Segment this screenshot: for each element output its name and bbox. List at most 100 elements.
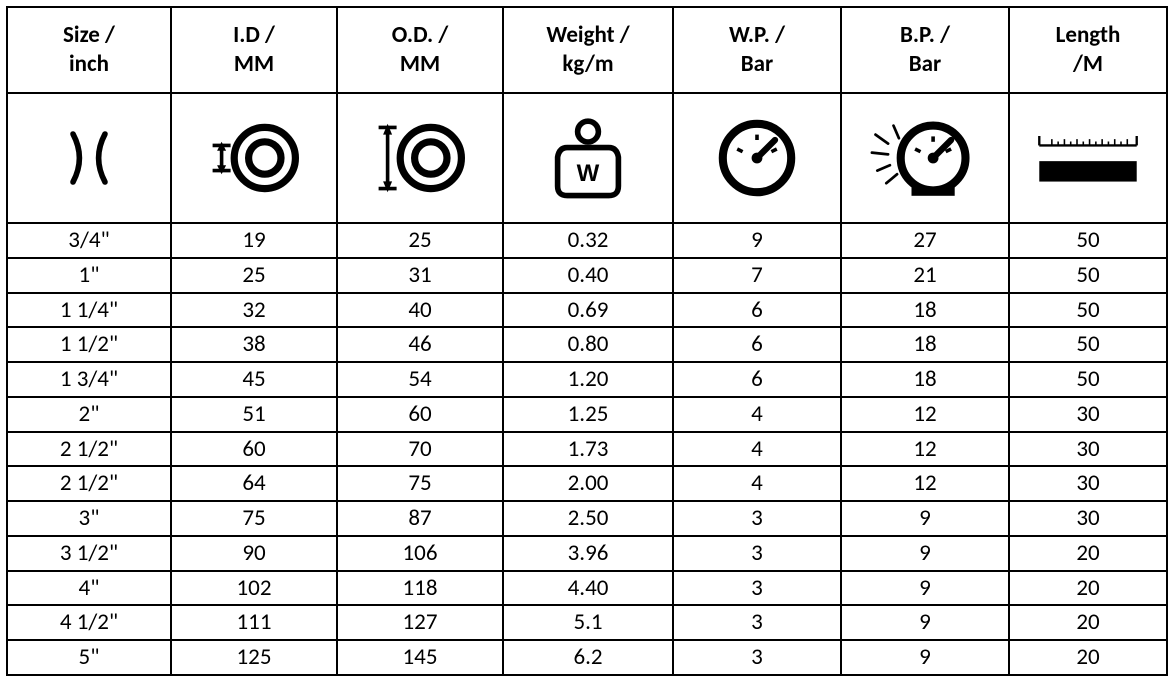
bp-icon: [841, 93, 1009, 223]
table-row: 3"75872.503930: [7, 501, 1167, 536]
table-cell: 19: [171, 223, 337, 258]
header-line1: B.P. /: [846, 21, 1004, 50]
table-cell: 18: [841, 327, 1009, 362]
table-cell: 3 1/2": [7, 536, 171, 571]
table-cell: 1.25: [503, 397, 673, 432]
table-cell: 118: [337, 571, 503, 606]
icon-row: W: [7, 93, 1167, 223]
table-cell: 3/4": [7, 223, 171, 258]
table-row: 1 1/4"32400.6961850: [7, 293, 1167, 328]
table-cell: 2 1/2": [7, 432, 171, 467]
table-cell: 51: [171, 397, 337, 432]
table-row: 3 1/2"901063.963920: [7, 536, 1167, 571]
header-row: Size /inchI.D /MMO.D. /MMWeight /kg/mW.P…: [7, 7, 1167, 93]
table-cell: 9: [841, 605, 1009, 640]
header-line2: kg/m: [508, 50, 668, 79]
table-cell: 4: [673, 466, 841, 501]
table-cell: 9: [841, 501, 1009, 536]
table-cell: 38: [171, 327, 337, 362]
table-cell: 20: [1009, 536, 1167, 571]
table-cell: 3: [673, 571, 841, 606]
table-row: 5"1251456.23920: [7, 640, 1167, 675]
table-cell: 1 1/2": [7, 327, 171, 362]
header-line2: Bar: [846, 50, 1004, 79]
table-cell: 6: [673, 362, 841, 397]
spec-table: Size /inchI.D /MMO.D. /MMWeight /kg/mW.P…: [6, 6, 1168, 676]
table-cell: 145: [337, 640, 503, 675]
table-cell: 3: [673, 640, 841, 675]
table-row: 2 1/2"64752.0041230: [7, 466, 1167, 501]
table-cell: 20: [1009, 640, 1167, 675]
table-cell: 87: [337, 501, 503, 536]
header-line2: /M: [1014, 50, 1162, 79]
table-cell: 102: [171, 571, 337, 606]
table-cell: 30: [1009, 432, 1167, 467]
header-cell: Length/M: [1009, 7, 1167, 93]
table-cell: 70: [337, 432, 503, 467]
table-cell: 4: [673, 397, 841, 432]
table-cell: 1": [7, 258, 171, 293]
table-cell: 60: [171, 432, 337, 467]
table-cell: 60: [337, 397, 503, 432]
table-cell: 18: [841, 293, 1009, 328]
table-cell: 1 1/4": [7, 293, 171, 328]
table-cell: 2 1/2": [7, 466, 171, 501]
table-cell: 4.40: [503, 571, 673, 606]
length-icon: [1009, 93, 1167, 223]
table-cell: 3: [673, 605, 841, 640]
table-cell: 3": [7, 501, 171, 536]
table-cell: 9: [673, 223, 841, 258]
table-cell: 46: [337, 327, 503, 362]
table-row: 1 1/2"38460.8061850: [7, 327, 1167, 362]
table-cell: 64: [171, 466, 337, 501]
table-cell: 127: [337, 605, 503, 640]
table-cell: 12: [841, 432, 1009, 467]
table-row: 4"1021184.403920: [7, 571, 1167, 606]
svg-text:W: W: [577, 160, 600, 187]
size-icon: [7, 93, 171, 223]
data-body: 3/4"19250.32927501"25310.40721501 1/4"32…: [7, 223, 1167, 675]
table-cell: 9: [841, 640, 1009, 675]
table-cell: 5.1: [503, 605, 673, 640]
table-cell: 50: [1009, 362, 1167, 397]
table-cell: 4: [673, 432, 841, 467]
header-cell: I.D /MM: [171, 7, 337, 93]
table-cell: 2": [7, 397, 171, 432]
table-cell: 31: [337, 258, 503, 293]
table-cell: 6.2: [503, 640, 673, 675]
table-cell: 20: [1009, 571, 1167, 606]
table-cell: 9: [841, 536, 1009, 571]
table-cell: 6: [673, 293, 841, 328]
header-line2: inch: [12, 50, 166, 79]
header-cell: Weight /kg/m: [503, 7, 673, 93]
table-cell: 21: [841, 258, 1009, 293]
header-line2: Bar: [678, 50, 836, 79]
table-cell: 3: [673, 536, 841, 571]
header-cell: Size /inch: [7, 7, 171, 93]
table-cell: 54: [337, 362, 503, 397]
table-cell: 40: [337, 293, 503, 328]
table-cell: 50: [1009, 223, 1167, 258]
table-cell: 4": [7, 571, 171, 606]
table-cell: 32: [171, 293, 337, 328]
table-cell: 111: [171, 605, 337, 640]
table-cell: 106: [337, 536, 503, 571]
table-cell: 9: [841, 571, 1009, 606]
header-line1: Size /: [12, 21, 166, 50]
header-cell: O.D. /MM: [337, 7, 503, 93]
table-cell: 75: [171, 501, 337, 536]
header-line1: O.D. /: [342, 21, 498, 50]
table-cell: 25: [171, 258, 337, 293]
weight-icon: W: [503, 93, 673, 223]
table-cell: 50: [1009, 327, 1167, 362]
table-cell: 2.00: [503, 466, 673, 501]
table-row: 4 1/2"1111275.13920: [7, 605, 1167, 640]
table-cell: 3.96: [503, 536, 673, 571]
table-cell: 0.80: [503, 327, 673, 362]
table-row: 1 3/4"45541.2061850: [7, 362, 1167, 397]
header-line1: Weight /: [508, 21, 668, 50]
table-cell: 27: [841, 223, 1009, 258]
table-cell: 1 3/4": [7, 362, 171, 397]
od-icon: [337, 93, 503, 223]
table-cell: 0.69: [503, 293, 673, 328]
